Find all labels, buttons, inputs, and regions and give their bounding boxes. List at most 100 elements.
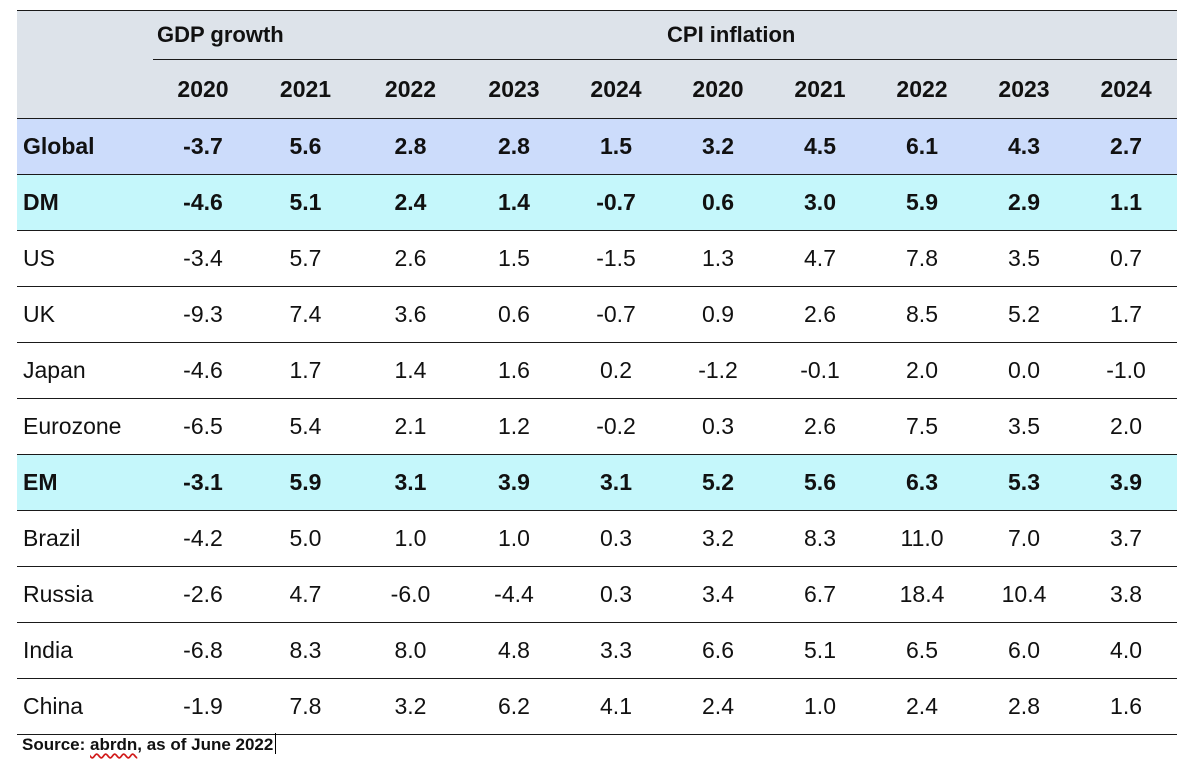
cpi-value-cell: 3.5 — [973, 398, 1076, 455]
gdp-value-cell: -3.1 — [153, 454, 253, 511]
gdp-value-cell: 1.5 — [463, 230, 565, 287]
cpi-value-cell: 8.5 — [871, 286, 974, 343]
header-group-row: GDP growth CPI inflation — [17, 10, 1178, 60]
cpi-value-cell: 1.0 — [769, 678, 872, 735]
cpi-value-cell: 2.6 — [769, 398, 872, 455]
table-body: Global -3.7 5.6 2.8 2.8 1.5 3.2 4.5 6.1 4.3 2.7 DM -… — [17, 118, 1178, 735]
gdp-value-cell: 5.1 — [253, 174, 358, 231]
table-row: Brazil -4.2 5.0 1.0 1.0 0.3 3.2 8.3 11.0 7.0 3.7 — [17, 510, 1178, 567]
forecast-table: GDP growth CPI inflation 2020 2021 2022 … — [17, 10, 1178, 735]
gdp-value-cell: -4.2 — [153, 510, 253, 567]
table-row: Eurozone -6.5 5.4 2.1 1.2 -0.2 0.3 2.6 7.5 3.5 2.0 — [17, 398, 1178, 455]
cpi-value-cell: 7.8 — [871, 230, 974, 287]
cpi-value-cell: 7.0 — [973, 510, 1076, 567]
gdp-value-cell: 4.1 — [565, 678, 668, 735]
header-corner-lower — [17, 59, 153, 119]
cpi-value-cell: 6.3 — [871, 454, 974, 511]
gdp-value-cell: 3.3 — [565, 622, 668, 679]
gdp-value-cell: -9.3 — [153, 286, 253, 343]
cpi-value-cell: 6.1 — [871, 118, 974, 175]
cpi-value-cell: 2.4 — [667, 678, 770, 735]
cpi-value-cell: 0.7 — [1075, 230, 1178, 287]
cpi-inflation-header: CPI inflation — [667, 10, 1178, 60]
row-label: China — [17, 678, 153, 735]
row-label: EM — [17, 454, 153, 511]
gdp-value-cell: 0.6 — [463, 286, 565, 343]
cpi-value-cell: -1.2 — [667, 342, 770, 399]
cpi-year-header: 2024 — [1075, 59, 1178, 119]
gdp-year-header: 2020 — [153, 59, 253, 119]
gdp-value-cell: 2.6 — [358, 230, 463, 287]
cpi-value-cell: 18.4 — [871, 566, 974, 623]
gdp-value-cell: 3.2 — [358, 678, 463, 735]
cpi-year-header: 2021 — [769, 59, 872, 119]
gdp-value-cell: 3.1 — [565, 454, 668, 511]
gdp-value-cell: 1.4 — [358, 342, 463, 399]
gdp-value-cell: 1.2 — [463, 398, 565, 455]
gdp-value-cell: 5.0 — [253, 510, 358, 567]
header-year-row: 2020 2021 2022 2023 2024 2020 2021 2022 … — [17, 59, 1178, 119]
gdp-year-header: 2021 — [253, 59, 358, 119]
cpi-value-cell: 1.7 — [1075, 286, 1178, 343]
gdp-year-header: 2022 — [358, 59, 463, 119]
table-row: Russia -2.6 4.7 -6.0 -4.4 0.3 3.4 6.7 18.4 10.4 3.… — [17, 566, 1178, 623]
cpi-inflation-header-label: CPI inflation — [667, 22, 796, 47]
gdp-value-cell: 2.4 — [358, 174, 463, 231]
cpi-value-cell: 4.3 — [973, 118, 1076, 175]
table-row: India -6.8 8.3 8.0 4.8 3.3 6.6 5.1 6.5 6.0 4.0 — [17, 622, 1178, 679]
gdp-year-header: 2024 — [565, 59, 668, 119]
cpi-value-cell: 3.9 — [1075, 454, 1178, 511]
row-label: US — [17, 230, 153, 287]
cpi-value-cell: 5.3 — [973, 454, 1076, 511]
cpi-value-cell: 2.6 — [769, 286, 872, 343]
cpi-year-header: 2022 — [871, 59, 974, 119]
gdp-value-cell: -4.4 — [463, 566, 565, 623]
gdp-value-cell: -0.7 — [565, 286, 668, 343]
cpi-value-cell: 3.2 — [667, 118, 770, 175]
gdp-value-cell: 1.4 — [463, 174, 565, 231]
gdp-value-cell: -1.5 — [565, 230, 668, 287]
cpi-value-cell: 0.3 — [667, 398, 770, 455]
cpi-value-cell: 10.4 — [973, 566, 1076, 623]
gdp-value-cell: -6.0 — [358, 566, 463, 623]
gdp-value-cell: 7.8 — [253, 678, 358, 735]
gdp-value-cell: 5.4 — [253, 398, 358, 455]
cpi-year-header: 2020 — [667, 59, 770, 119]
gdp-value-cell: -4.6 — [153, 342, 253, 399]
gdp-value-cell: -4.6 — [153, 174, 253, 231]
gdp-value-cell: -2.6 — [153, 566, 253, 623]
gdp-value-cell: 7.4 — [253, 286, 358, 343]
gdp-value-cell: -0.7 — [565, 174, 668, 231]
gdp-value-cell: 6.2 — [463, 678, 565, 735]
row-label: Japan — [17, 342, 153, 399]
table-row: Japan -4.6 1.7 1.4 1.6 0.2 -1.2 -0.1 2.0 0.0 -1.0 — [17, 342, 1178, 399]
cpi-value-cell: 5.2 — [973, 286, 1076, 343]
cpi-value-cell: 6.0 — [973, 622, 1076, 679]
gdp-value-cell: 1.5 — [565, 118, 668, 175]
cpi-value-cell: 2.0 — [1075, 398, 1178, 455]
gdp-value-cell: 4.8 — [463, 622, 565, 679]
cpi-value-cell: 2.9 — [973, 174, 1076, 231]
cpi-value-cell: 6.5 — [871, 622, 974, 679]
gdp-year-header: 2023 — [463, 59, 565, 119]
cpi-value-cell: 4.5 — [769, 118, 872, 175]
cpi-value-cell: 2.7 — [1075, 118, 1178, 175]
gdp-value-cell: -1.9 — [153, 678, 253, 735]
cpi-value-cell: 5.2 — [667, 454, 770, 511]
gdp-value-cell: 5.6 — [253, 118, 358, 175]
gdp-value-cell: 4.7 — [253, 566, 358, 623]
row-label: DM — [17, 174, 153, 231]
cpi-value-cell: 11.0 — [871, 510, 974, 567]
gdp-value-cell: 0.3 — [565, 510, 668, 567]
cpi-value-cell: 2.8 — [973, 678, 1076, 735]
gdp-value-cell: 0.3 — [565, 566, 668, 623]
cpi-value-cell: 3.4 — [667, 566, 770, 623]
cpi-value-cell: 3.0 — [769, 174, 872, 231]
table-row: US -3.4 5.7 2.6 1.5 -1.5 1.3 4.7 7.8 3.5 0.7 — [17, 230, 1178, 287]
cpi-value-cell: 1.3 — [667, 230, 770, 287]
cpi-value-cell: 7.5 — [871, 398, 974, 455]
cpi-value-cell: 5.6 — [769, 454, 872, 511]
gdp-value-cell: 0.2 — [565, 342, 668, 399]
cpi-value-cell: -0.1 — [769, 342, 872, 399]
cpi-value-cell: 1.6 — [1075, 678, 1178, 735]
